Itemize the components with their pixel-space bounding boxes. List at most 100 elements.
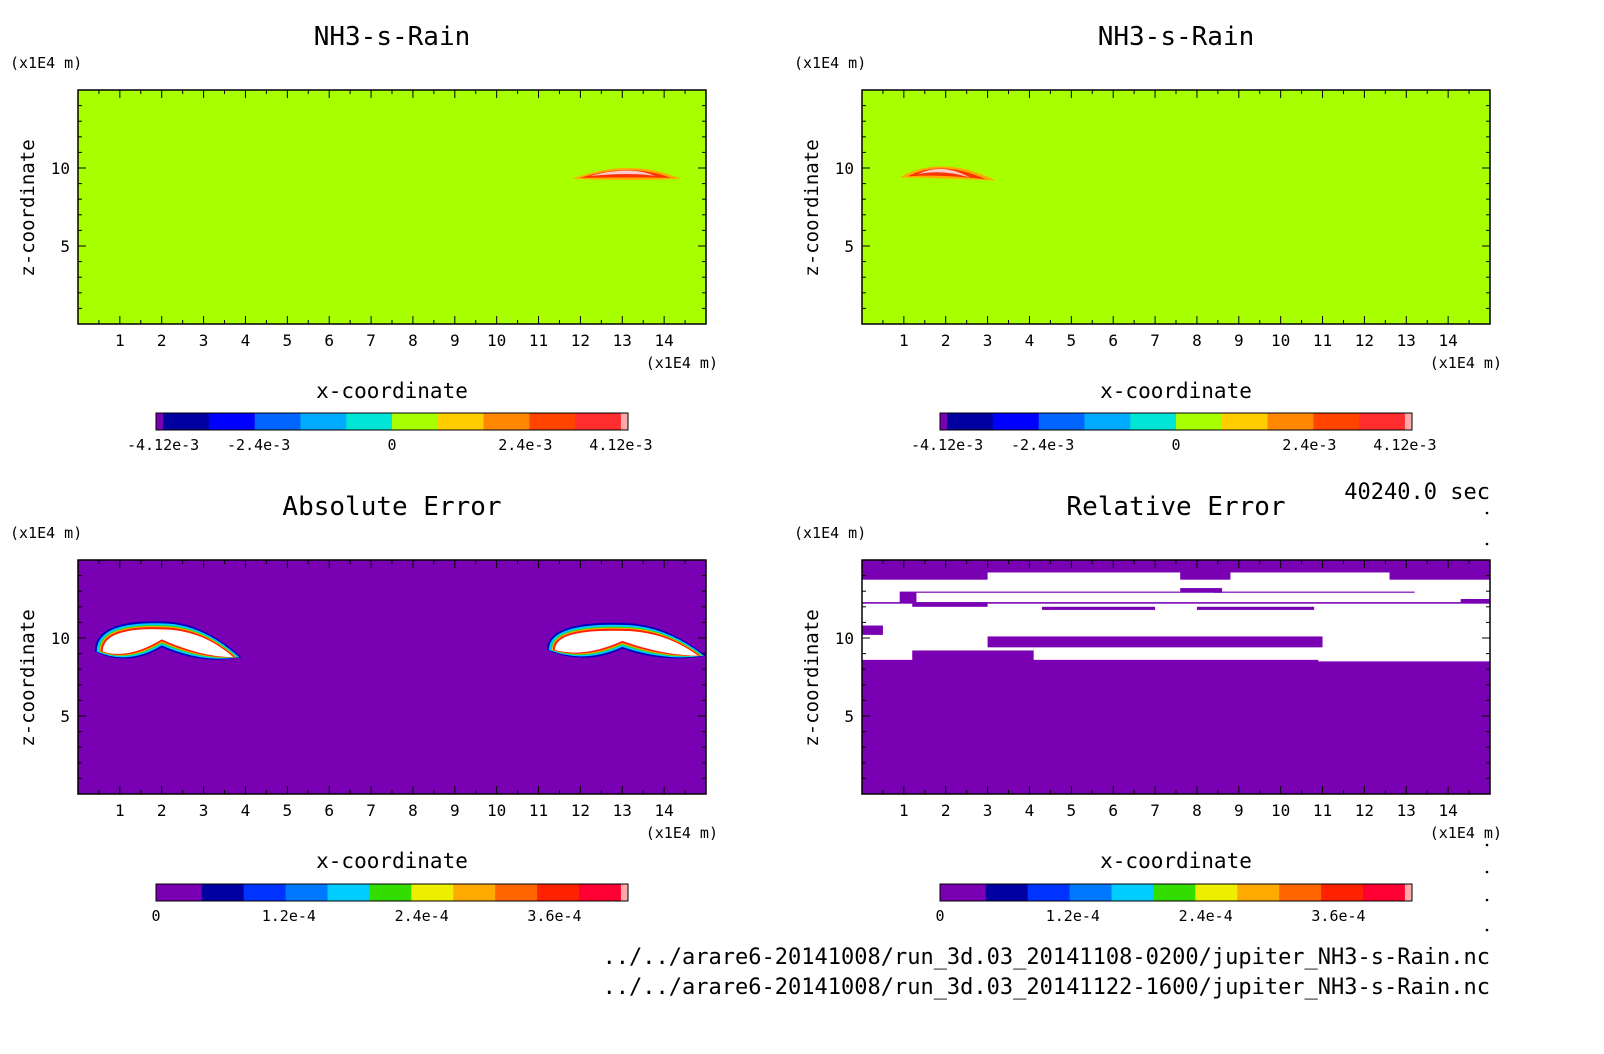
colorbar-swatch (575, 413, 622, 430)
y-tick-label: 5 (60, 237, 70, 256)
x-tick-label: 12 (1355, 331, 1374, 350)
colorbar-label: 1.2e-4 (1046, 907, 1100, 925)
colorbar-label: 0 (1171, 436, 1180, 454)
x-tick-label: 10 (487, 331, 506, 350)
margin-dot (1485, 843, 1489, 847)
y-axis-label: z-coordinate (801, 139, 823, 276)
colorbar-frame (939, 412, 1413, 431)
data-band-peak (917, 168, 970, 178)
relative-error-gap (1042, 606, 1156, 610)
colorbar-label: 1.2e-4 (262, 907, 316, 925)
colorbar-swatch (1321, 884, 1364, 901)
relative-error-block (1318, 645, 1490, 662)
x-tick-label: 9 (1234, 801, 1244, 820)
x-tick-label: 3 (983, 801, 993, 820)
x-tick-label: 14 (655, 331, 674, 350)
colorbar-swatch (495, 884, 538, 901)
colorbar-swatch (254, 413, 301, 430)
x-unit-label: (x1E4 m) (646, 824, 718, 842)
x-tick-label: 14 (1439, 801, 1458, 820)
colorbar-swatch (620, 413, 629, 430)
x-tick-label: 8 (408, 331, 418, 350)
colorbar-swatch (285, 884, 329, 901)
y-axis-label: z-coordinate (17, 139, 39, 276)
colorbar-swatch (947, 413, 994, 430)
x-tick-label: 12 (1355, 801, 1374, 820)
footer-file-1: ../../arare6-20141008/run_3d.03_20141108… (602, 945, 1490, 970)
x-tick-label: 7 (366, 801, 376, 820)
error-blob-contour (102, 629, 234, 658)
colorbar-frame (939, 883, 1413, 902)
x-tick-label: 13 (613, 331, 632, 350)
y-tick-label: 10 (51, 629, 70, 648)
y-tick-label: 5 (844, 707, 854, 726)
relative-error-gap (1180, 588, 1223, 593)
y-tick-label: 10 (835, 159, 854, 178)
x-tick-label: 14 (1439, 331, 1458, 350)
x-tick-label: 14 (655, 801, 674, 820)
relative-error-block (916, 592, 1461, 603)
colorbar-label: 2.4e-3 (1282, 436, 1336, 454)
x-tick-label: 2 (941, 331, 951, 350)
x-tick-label: 11 (529, 331, 548, 350)
colorbar-swatch (369, 884, 412, 901)
x-tick-label: 7 (1150, 331, 1160, 350)
x-tick-label: 4 (1025, 801, 1035, 820)
colorbar-swatch (243, 884, 287, 901)
relative-error-gap (912, 602, 988, 607)
y-unit-label: (x1E4 m) (794, 524, 866, 542)
margin-dot (1485, 511, 1489, 515)
x-tick-label: 4 (241, 801, 251, 820)
relative-error-block (987, 572, 1181, 589)
x-tick-label: 4 (1025, 331, 1035, 350)
colorbar-label: 2.4e-3 (498, 436, 552, 454)
colorbar-swatch (1069, 884, 1113, 901)
y-unit-label: (x1E4 m) (10, 54, 82, 72)
footer-file-2: ../../arare6-20141008/run_3d.03_20141122… (602, 975, 1490, 1000)
x-tick-label: 9 (1234, 331, 1244, 350)
x-tick-label: 10 (487, 801, 506, 820)
x-tick-label: 5 (283, 801, 293, 820)
relative-error-block (862, 603, 1490, 626)
colorbar-swatch (1404, 413, 1413, 430)
colorbar-swatch (529, 413, 576, 430)
y-tick-label: 5 (844, 237, 854, 256)
y-unit-label: (x1E4 m) (10, 524, 82, 542)
x-tick-label: 8 (1192, 801, 1202, 820)
x-tick-label: 2 (157, 331, 167, 350)
colorbar-swatch (392, 413, 439, 430)
colorbar-swatch (1084, 413, 1131, 430)
x-axis-label: x-coordinate (316, 379, 468, 403)
relative-error-block (1230, 572, 1390, 589)
x-tick-label: 12 (571, 331, 590, 350)
x-tick-label: 10 (1271, 331, 1290, 350)
x-tick-label: 13 (613, 801, 632, 820)
colorbar-swatch (1313, 413, 1360, 430)
chart-title: Relative Error (1066, 492, 1285, 522)
x-tick-label: 1 (115, 331, 125, 350)
colorbar-swatch (1176, 413, 1223, 430)
x-tick-label: 3 (983, 331, 993, 350)
colorbar-frame (155, 883, 629, 902)
colorbar-swatch (453, 884, 496, 901)
colorbar-swatch (1404, 884, 1413, 901)
plot-field-background (78, 560, 706, 794)
x-tick-label: 11 (1313, 801, 1332, 820)
x-tick-label: 8 (1192, 331, 1202, 350)
colorbar-swatch (1111, 884, 1154, 901)
colorbar-swatch (1359, 413, 1406, 430)
x-tick-label: 9 (450, 331, 460, 350)
y-tick-label: 5 (60, 707, 70, 726)
x-tick-label: 10 (1271, 801, 1290, 820)
time-label: 40240.0 sec (1344, 480, 1490, 505)
x-axis-label: x-coordinate (316, 849, 468, 873)
y-tick-label: 10 (835, 629, 854, 648)
colorbar-swatch (1195, 884, 1238, 901)
x-tick-label: 7 (1150, 801, 1160, 820)
x-tick-label: 2 (941, 801, 951, 820)
relative-error-gap (987, 636, 1323, 648)
colorbar-swatch (940, 884, 987, 901)
